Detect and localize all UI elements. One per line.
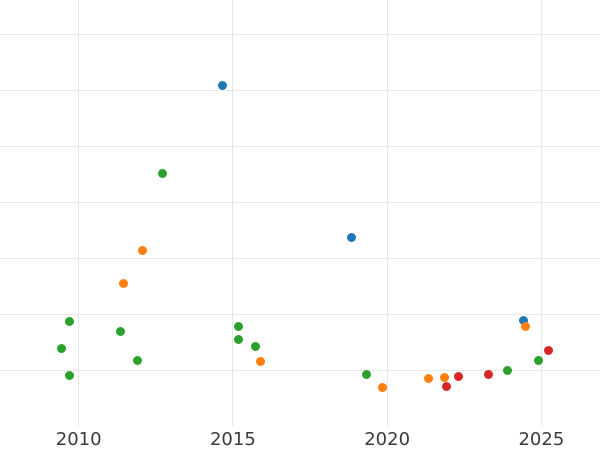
- gridline-horizontal: [0, 369, 600, 371]
- data-point-series-orange: [520, 321, 530, 331]
- data-point-series-orange: [137, 246, 147, 255]
- data-point-series-blue: [217, 80, 227, 90]
- data-point-series-red: [543, 346, 553, 356]
- gridline-horizontal: [0, 257, 600, 259]
- gridline-vertical: [232, 0, 234, 422]
- x-axis-tick: [78, 422, 80, 426]
- data-point-series-blue: [346, 232, 356, 242]
- x-tick-label: 2015: [209, 429, 256, 450]
- data-point-series-red: [483, 370, 493, 380]
- data-point-series-blue: [518, 315, 528, 325]
- data-point-series-green: [64, 370, 74, 380]
- data-point-series-orange: [423, 374, 433, 384]
- data-point-series-orange: [118, 279, 128, 289]
- data-point-series-green: [233, 321, 243, 331]
- gridline-horizontal: [0, 33, 600, 35]
- plot-area: [0, 0, 600, 422]
- data-point-series-orange: [255, 356, 265, 366]
- data-point-series-green: [250, 342, 260, 352]
- data-point-series-green: [57, 344, 67, 354]
- gridline-horizontal: [0, 145, 600, 147]
- data-point-series-orange: [377, 383, 387, 393]
- data-point-series-green: [502, 365, 512, 375]
- x-tick-label: 2020: [364, 429, 411, 450]
- gridline-horizontal: [0, 201, 600, 203]
- gridline-horizontal: [0, 89, 600, 91]
- data-point-series-red: [453, 372, 463, 382]
- data-point-series-green: [534, 356, 544, 366]
- gridline-vertical: [386, 0, 388, 422]
- gridline-horizontal: [0, 313, 600, 315]
- gridline-vertical: [78, 0, 80, 422]
- gridline-vertical: [540, 0, 542, 422]
- data-point-series-green: [64, 316, 74, 326]
- x-axis-tick: [232, 422, 234, 426]
- data-point-series-green: [157, 168, 167, 178]
- data-point-series-green: [233, 334, 243, 344]
- x-axis-tick: [540, 422, 542, 426]
- data-point-series-orange: [439, 373, 449, 383]
- data-point-series-green: [361, 370, 371, 380]
- x-tick-label: 2010: [55, 429, 102, 450]
- x-tick-label: 2025: [518, 429, 565, 450]
- data-point-series-green: [115, 326, 125, 336]
- data-point-series-green: [133, 355, 143, 365]
- x-axis-tick: [386, 422, 388, 426]
- data-point-series-red: [441, 382, 451, 392]
